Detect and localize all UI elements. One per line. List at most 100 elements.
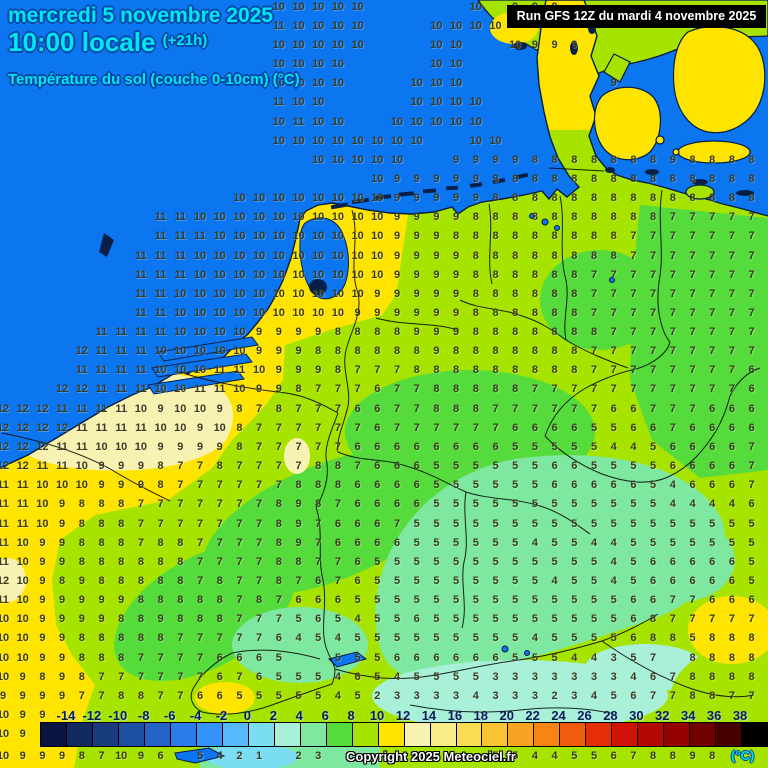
grid-value: 5 (590, 750, 598, 762)
grid-value: 10 (371, 192, 384, 204)
grid-value: 10 (430, 77, 443, 89)
grid-value: 8 (709, 690, 716, 702)
grid-value: 8 (275, 403, 282, 415)
grid-value: 8 (551, 326, 558, 338)
grid-value: 8 (728, 671, 735, 683)
grid-value: 10 (0, 652, 10, 664)
grid-value: 7 (137, 498, 144, 510)
grid-value: 8 (748, 671, 755, 683)
grid-value: 2 (374, 690, 381, 702)
grid-value: 5 (472, 613, 479, 625)
grid-value: 7 (689, 250, 696, 262)
grid-value: 7 (650, 269, 657, 281)
grid-value: 5 (453, 460, 460, 472)
grid-value: 8 (295, 479, 302, 491)
grid-value: 10 (233, 307, 246, 319)
grid-value: 8 (413, 364, 420, 376)
grid-value: 5 (531, 613, 538, 625)
grid-value: 10 (351, 192, 364, 204)
grid-value: 10 (351, 154, 364, 166)
grid-value: 6 (413, 460, 420, 472)
grid-value: 8 (748, 173, 755, 185)
grid-value: 10 (36, 479, 49, 491)
grid-value: 6 (216, 671, 223, 683)
grid-value: 8 (354, 345, 361, 357)
grid-value: 6 (709, 575, 716, 587)
grid-value: 7 (196, 518, 204, 530)
grid-value: 4 (531, 632, 538, 644)
grid-value: 10 (312, 96, 325, 108)
grid-value: 10 (292, 192, 305, 204)
grid-value: 4 (590, 652, 598, 664)
grid-value: 8 (531, 364, 538, 376)
grid-value: 7 (571, 403, 578, 415)
grid-value: 5 (413, 632, 420, 644)
grid-value: 9 (453, 307, 460, 319)
grid-value: 5 (472, 556, 479, 568)
grid-value: 11 (0, 479, 9, 491)
scale-unit-label: (°C) (731, 748, 755, 763)
grid-value: 6 (354, 518, 361, 530)
scale-segment (326, 723, 353, 746)
grid-value: 3 (571, 671, 578, 683)
grid-value: 10 (351, 269, 364, 281)
grid-value: 8 (137, 594, 144, 606)
grid-value: 8 (650, 613, 657, 625)
grid-value: 7 (748, 250, 755, 262)
grid-value: 9 (157, 403, 164, 415)
grid-value: 5 (453, 498, 460, 510)
grid-value: 8 (472, 364, 479, 376)
grid-value: 8 (650, 211, 657, 223)
grid-value: 6 (256, 652, 263, 664)
grid-value: 5 (650, 441, 657, 453)
grid-value: 9 (256, 345, 263, 357)
grid-value: 9 (374, 288, 381, 300)
grid-value: 10 (371, 211, 384, 223)
grid-value: 8 (236, 422, 243, 434)
grid-value: 7 (334, 383, 341, 395)
grid-value: 8 (512, 326, 519, 338)
grid-value: 8 (709, 192, 716, 204)
grid-value: 3 (590, 671, 598, 683)
grid-value: 1 (256, 750, 263, 762)
grid-value: 9 (315, 326, 322, 338)
grid-value: 9 (453, 250, 460, 262)
scale-segment (482, 723, 509, 746)
grid-value: 7 (531, 403, 538, 415)
grid-value: 7 (315, 383, 322, 395)
grid-value: 8 (453, 345, 460, 357)
grid-value: 6 (354, 556, 361, 568)
grid-value: 3 (413, 690, 420, 702)
grid-value: 5 (374, 632, 381, 644)
grid-value: 6 (728, 403, 735, 415)
grid-value: 5 (512, 652, 519, 664)
grid-value: 4 (295, 632, 302, 644)
grid-value: 4 (669, 479, 676, 491)
grid-value: 10 (331, 135, 345, 147)
grid-value: 10 (449, 96, 463, 108)
grid-value: 6 (374, 383, 381, 395)
grid-value: 10 (252, 250, 266, 262)
grid-value: 3 (492, 671, 499, 683)
grid-value: 10 (430, 20, 443, 32)
grid-value: 5 (571, 575, 578, 587)
grid-value: 9 (118, 479, 125, 491)
grid-value: 9 (453, 288, 460, 300)
grid-value: 7 (669, 422, 676, 434)
grid-value: 8 (689, 192, 696, 204)
grid-value: 11 (16, 498, 29, 510)
grid-value: 9 (118, 460, 125, 472)
grid-value: 8 (531, 288, 538, 300)
grid-value: 8 (571, 250, 578, 262)
grid-value: 5 (472, 537, 479, 549)
grid-value: 6 (709, 403, 716, 415)
grid-value: 10 (390, 154, 404, 166)
grid-value: 5 (472, 518, 479, 530)
grid-value: 7 (157, 498, 164, 510)
grid-value: 6 (748, 422, 755, 434)
grid-value: 5 (551, 441, 558, 453)
grid-value: 7 (453, 422, 460, 434)
grid-value: 5 (413, 575, 420, 587)
